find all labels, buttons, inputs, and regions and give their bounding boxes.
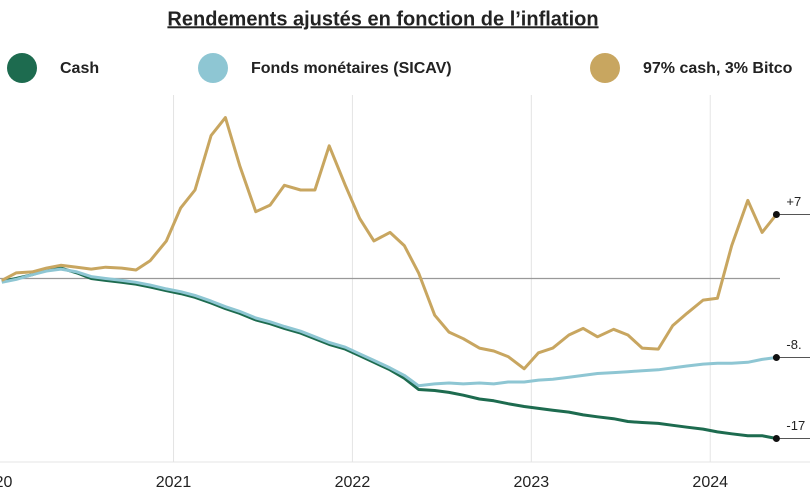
end-dot	[772, 434, 780, 442]
end-dot	[772, 354, 780, 362]
legend-marker	[198, 53, 228, 83]
series-line	[1, 266, 777, 440]
legend-marker	[590, 53, 620, 83]
end-label: -8.	[786, 337, 801, 352]
chart-title: Rendements ajustés en fonction de l’infl…	[167, 8, 598, 30]
x-tick-label: 2020	[0, 474, 13, 491]
x-tick-label: 2022	[335, 474, 371, 491]
x-tick-label: 2021	[156, 474, 192, 491]
x-tick-label: 2024	[692, 474, 728, 491]
x-tick-label: 2023	[514, 474, 550, 491]
end-label: +7	[786, 194, 801, 209]
series-line	[1, 267, 777, 388]
legend-label: 97% cash, 3% Bitco	[643, 60, 793, 77]
legend-marker	[7, 53, 37, 83]
end-dot	[772, 211, 780, 219]
legend-label: Fonds monétaires (SICAV)	[251, 60, 452, 77]
series-line	[1, 116, 778, 371]
legend-label: Cash	[60, 60, 99, 77]
end-label: -17	[786, 418, 805, 433]
